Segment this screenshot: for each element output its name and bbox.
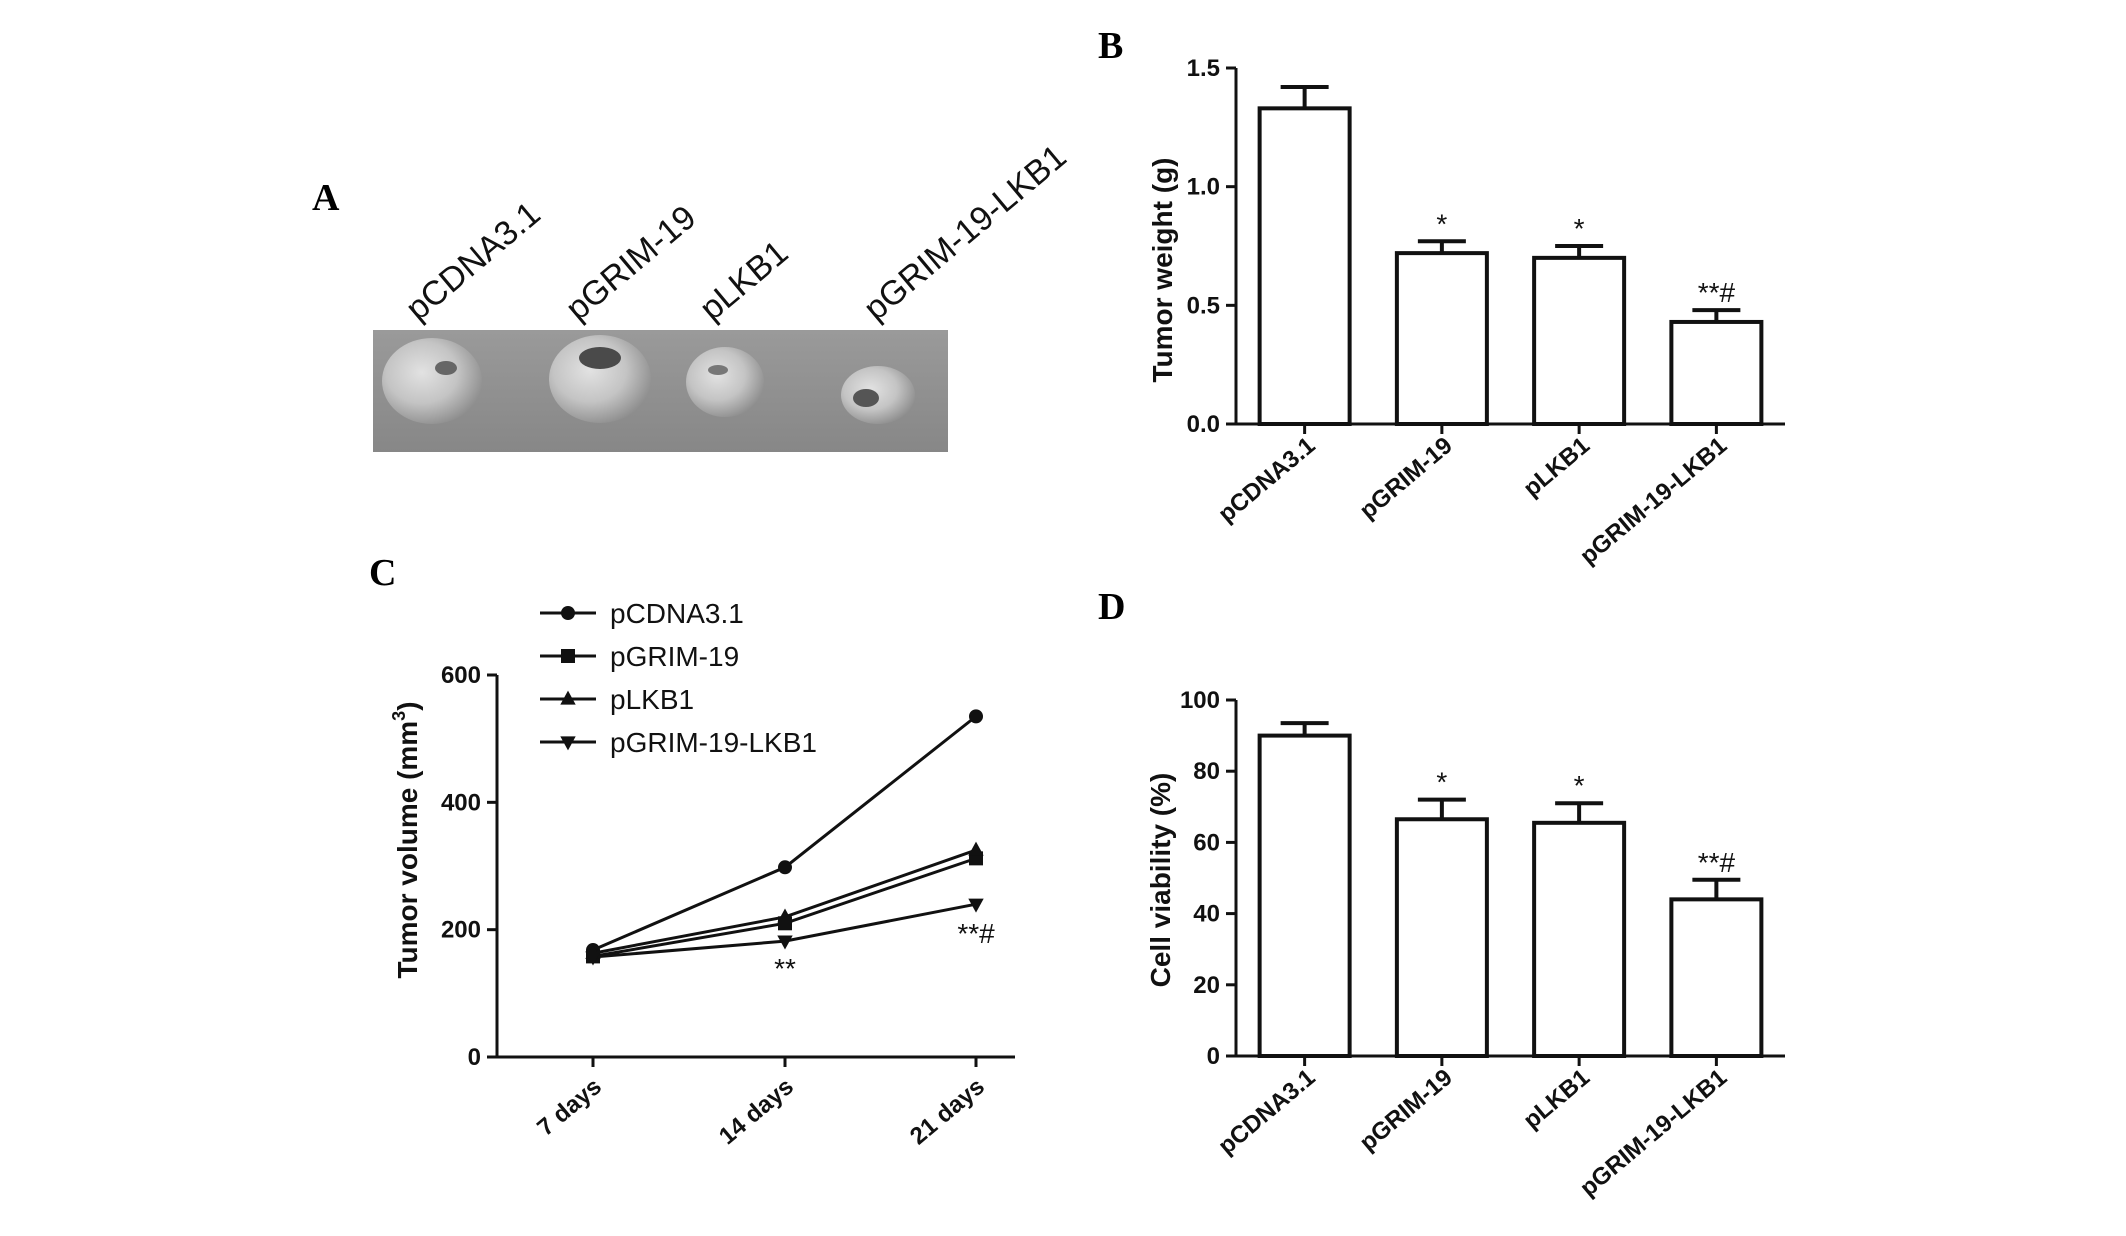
- tumor-pgrim19-lkb1: [841, 366, 915, 424]
- panel-b-category-label: pLKB1: [1518, 432, 1595, 502]
- panel-b-bar: [1257, 106, 1352, 426]
- panel-label-c: C: [369, 552, 396, 594]
- panel-b-bar: [1394, 251, 1489, 426]
- panel-d-bar: [1532, 820, 1627, 1058]
- panel-d-ytick-label: 100: [1180, 687, 1220, 714]
- panel-d-ylabel: Cell viability (%): [1145, 773, 1176, 988]
- panel-c-data-point: [778, 860, 792, 875]
- panel-c-data-point: [777, 935, 793, 950]
- panel-b-chart: Tumor weight (g) 0.0 0.5 1.0 1.5 pCDNA3.1 * pG…: [1147, 55, 1785, 570]
- panel-c-chart: Tumor volume (mm3) 0 200 400 600 7 days 14 da…: [389, 598, 1015, 1150]
- panel-c-data-point: [968, 841, 984, 856]
- panel-c-ylabel-end: ): [392, 701, 423, 710]
- panel-c-legend-label: pLKB1: [610, 684, 694, 715]
- panel-b-bar: [1669, 319, 1764, 426]
- panel-b-ylabel: Tumor weight (g): [1147, 158, 1178, 383]
- panel-d-significance: *: [1436, 767, 1447, 798]
- panel-b-category-label: pGRIM-19: [1355, 432, 1458, 525]
- panel-label-d: D: [1098, 586, 1125, 628]
- panel-d-ytick-label: 20: [1193, 972, 1220, 999]
- panel-c-ylabel-sup: 3: [389, 711, 409, 721]
- panel-b-ytick-label: 1.0: [1187, 174, 1220, 201]
- tumor-plkb1: [686, 347, 764, 417]
- panel-label-a: A: [312, 177, 340, 219]
- panel-b-category-label: pGRIM-19-LKB1: [1575, 432, 1732, 570]
- panel-d-significance: **#: [1698, 847, 1736, 878]
- panel-d-ytick-label: 40: [1193, 901, 1220, 928]
- panel-c-ylabel: Tumor volume (mm3): [389, 701, 423, 978]
- panel-c-category-label: 7 days: [532, 1073, 607, 1142]
- tumor-pgrim19: [549, 335, 651, 423]
- panel-c-ytick-label: 600: [441, 662, 481, 689]
- panel-c-significance: **#: [957, 918, 995, 949]
- panel-c-ytick-label: 200: [441, 917, 481, 944]
- panel-b-ytick-label: 0.5: [1187, 292, 1220, 319]
- panel-c-legend-marker: [561, 606, 575, 620]
- panel-c-data-point: [969, 709, 983, 724]
- panel-c-category-label: 14 days: [714, 1073, 799, 1150]
- panel-c-data-point: [777, 908, 793, 923]
- photo-label-pcdna31: pCDNA3.1: [399, 195, 548, 329]
- panel-d-ytick-label: 0: [1207, 1043, 1220, 1070]
- panel-b-category-label: pCDNA3.1: [1213, 432, 1320, 528]
- panel-d-bar: [1394, 817, 1489, 1059]
- panel-c-data-point: [585, 951, 601, 966]
- panel-d-category-label: pGRIM-19: [1355, 1064, 1458, 1157]
- photo-label-pgrim19: pGRIM-19: [559, 198, 704, 328]
- photo-label-plkb1: pLKB1: [693, 233, 796, 328]
- panel-c-ytick-label: 0: [468, 1044, 481, 1071]
- panel-b-bar: [1532, 255, 1627, 426]
- panel-c-legend-marker: [561, 649, 575, 663]
- panel-d-bar: [1257, 733, 1352, 1058]
- panel-d-chart: Cell viability (%) 0 20 40 60 80 100 pCDNA3.1 *…: [1145, 687, 1785, 1202]
- panel-d-category-label: pCDNA3.1: [1213, 1064, 1320, 1160]
- panel-d-significance: *: [1574, 770, 1585, 801]
- panel-a-tumor-photo: pCDNA3.1 pGRIM-19 pLKB1 pGRIM-19-LKB1: [373, 137, 1074, 452]
- panel-label-b: B: [1098, 25, 1123, 67]
- photo-label-pgrim19-lkb1: pGRIM-19-LKB1: [857, 137, 1074, 328]
- tumor-pcdna31: [382, 338, 482, 424]
- panel-b-significance: *: [1436, 208, 1447, 239]
- panel-c-category-label: 21 days: [905, 1073, 990, 1150]
- panel-b-ytick-label: 0.0: [1187, 411, 1220, 438]
- panel-c-data-point: [968, 898, 984, 913]
- panel-c-legend-label: pCDNA3.1: [610, 598, 744, 629]
- panel-c-legend-label: pGRIM-19: [610, 641, 739, 672]
- panel-d-category-label: pLKB1: [1518, 1064, 1595, 1134]
- panel-c-significance: **: [774, 953, 796, 984]
- panel-b-ytick-label: 1.5: [1187, 55, 1220, 82]
- panel-c-legend-marker: [560, 690, 576, 705]
- panel-b-significance: **#: [1698, 277, 1736, 308]
- panel-d-category-label: pGRIM-19-LKB1: [1575, 1064, 1732, 1202]
- panel-c-legend-label: pGRIM-19-LKB1: [610, 727, 817, 758]
- panel-c-legend-marker: [560, 736, 576, 751]
- panel-c-ytick-label: 400: [441, 789, 481, 816]
- panel-d-ytick-label: 80: [1193, 758, 1220, 785]
- panel-d-bar: [1669, 897, 1764, 1058]
- panel-d-ytick-label: 60: [1193, 829, 1220, 856]
- panel-b-significance: *: [1574, 213, 1585, 244]
